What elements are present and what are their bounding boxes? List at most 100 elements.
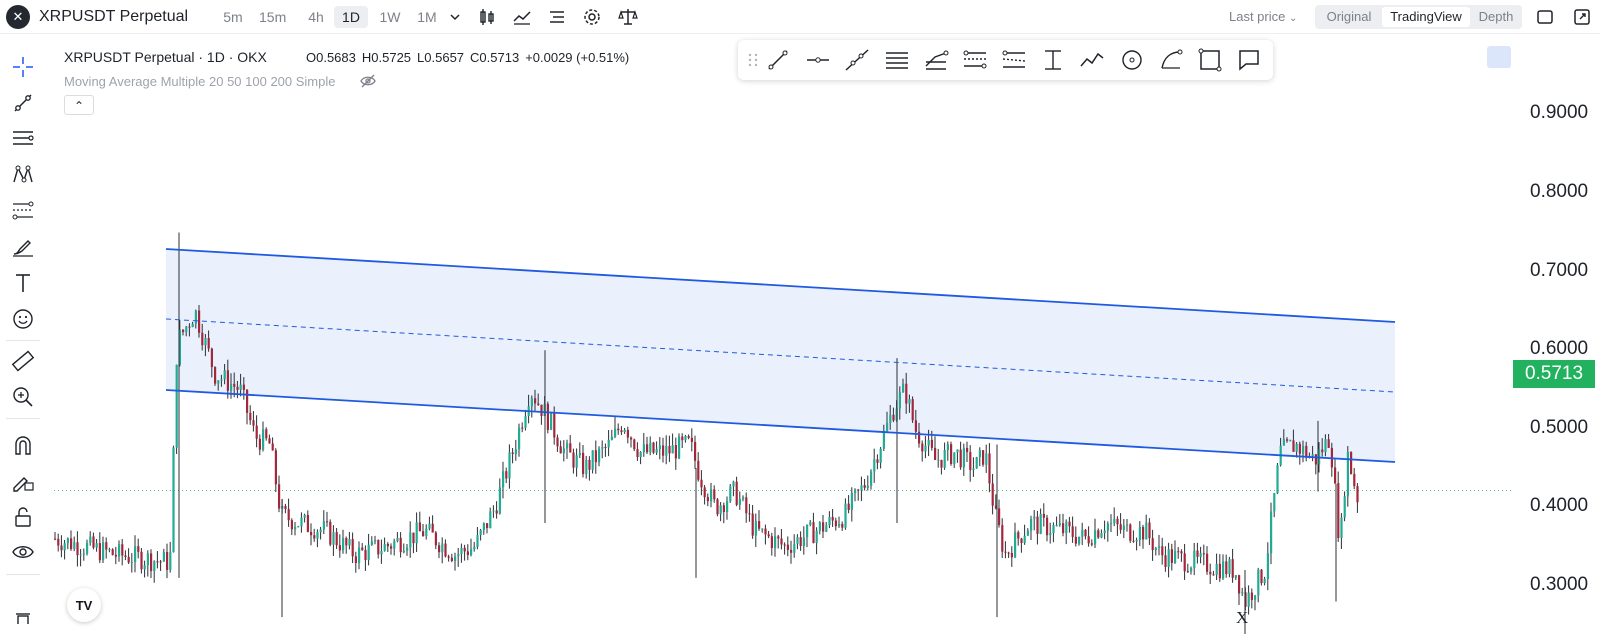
horizontal-lines-icon[interactable] — [10, 126, 36, 152]
candle-body — [1334, 467, 1337, 484]
hidden-eye-icon[interactable] — [359, 72, 377, 90]
candle-body — [767, 534, 770, 537]
extended-line-icon[interactable] — [844, 48, 870, 72]
candle-body — [1295, 443, 1298, 452]
candle-body — [380, 551, 383, 555]
candle-body — [284, 505, 287, 510]
circle-icon[interactable] — [1119, 48, 1145, 72]
chevron-down-icon[interactable] — [444, 6, 466, 28]
fullscreen-icon[interactable] — [1535, 7, 1555, 27]
text-icon[interactable] — [10, 270, 36, 296]
price-chart[interactable] — [54, 40, 1514, 634]
toolbar-divider — [6, 574, 40, 575]
popout-icon[interactable] — [1572, 7, 1592, 27]
indicators-icon[interactable] — [511, 6, 533, 28]
eye-icon[interactable] — [10, 540, 36, 566]
candles-icon[interactable] — [476, 6, 498, 28]
price-range-icon[interactable] — [1040, 48, 1066, 72]
candle-body — [194, 310, 197, 324]
view-tradingview[interactable]: TradingView — [1382, 7, 1470, 27]
candle-body — [902, 383, 905, 393]
candle-body — [927, 439, 930, 446]
channel-midline — [165, 318, 1396, 393]
last-price-badge: 0.5713 — [1513, 360, 1595, 388]
candle-body — [588, 459, 591, 470]
emoji-icon[interactable] — [10, 306, 36, 332]
candle-body — [1186, 571, 1189, 573]
regression-trend-icon[interactable] — [923, 48, 949, 72]
price-scale[interactable]: 0.9000 0.8000 0.7000 0.6000 0.5000 0.400… — [1514, 40, 1600, 634]
trendline-icon[interactable] — [10, 90, 36, 116]
horizontal-ray-icon[interactable] — [805, 48, 831, 72]
candle-body — [790, 549, 793, 553]
view-original[interactable]: Original — [1326, 9, 1372, 24]
flat-top-bottom-icon[interactable] — [962, 48, 988, 72]
compare-icon[interactable] — [617, 6, 639, 28]
sync-icon[interactable] — [1487, 46, 1511, 68]
symbol-title[interactable]: XRPUSDT Perpetual — [39, 8, 189, 25]
candle-body — [1081, 529, 1084, 537]
timeframe-1w[interactable]: 1W — [379, 9, 401, 25]
collapse-legend-button[interactable]: ⌃ — [64, 95, 94, 115]
disjoint-channel-icon[interactable] — [1001, 48, 1027, 72]
path-icon[interactable] — [1079, 48, 1105, 72]
candle-body — [1286, 439, 1289, 441]
candle-body — [252, 420, 255, 426]
candle-body — [1046, 517, 1049, 536]
candle-body — [569, 443, 572, 453]
candle-body — [662, 445, 665, 456]
timeframe-5m[interactable]: 5m — [223, 9, 243, 25]
arc-icon[interactable] — [1158, 48, 1184, 72]
candle-body — [415, 522, 418, 544]
candle-body — [1254, 595, 1257, 600]
drag-handle-icon[interactable] — [740, 48, 758, 72]
crosshair-icon[interactable] — [10, 54, 36, 80]
timeframe-4h[interactable]: 4h — [308, 9, 324, 25]
timeframe-15m[interactable]: 15m — [259, 9, 287, 25]
candle-body — [294, 526, 297, 530]
layout-icon[interactable] — [546, 6, 568, 28]
candle-body — [857, 489, 860, 491]
candle-body — [406, 547, 409, 551]
candle-body — [322, 521, 325, 530]
trash-icon[interactable] — [10, 608, 36, 624]
candle-body — [486, 523, 489, 529]
lock-drawing-icon[interactable] — [10, 468, 36, 494]
callout-icon[interactable] — [1236, 48, 1262, 72]
candle-body — [1100, 533, 1103, 538]
candle-body — [722, 505, 725, 513]
trend-line-icon[interactable] — [765, 48, 791, 72]
ruler-icon[interactable] — [10, 348, 36, 374]
candle-body — [962, 447, 965, 468]
candle-body — [1266, 553, 1269, 579]
timeframe-1m[interactable]: 1M — [417, 9, 437, 25]
zoom-in-icon[interactable] — [10, 384, 36, 410]
price-type-select[interactable]: Last price ⌄ — [1229, 9, 1297, 24]
candle-body — [735, 481, 738, 505]
candle-body — [585, 459, 588, 475]
unlock-icon[interactable] — [10, 504, 36, 530]
candle-body — [815, 530, 818, 544]
candle-body — [1353, 473, 1356, 487]
timeframe-1d[interactable]: 1D — [334, 6, 368, 28]
pattern-icon[interactable] — [10, 162, 36, 188]
brush-icon[interactable] — [10, 234, 36, 260]
drawing-tools-sidebar — [0, 40, 46, 634]
tradingview-logo[interactable]: TV — [67, 588, 101, 622]
candle-body — [866, 485, 869, 488]
candle-body — [1036, 516, 1039, 534]
candle-body — [396, 537, 399, 542]
settings-icon[interactable] — [581, 6, 603, 28]
indicator-label[interactable]: Moving Average Multiple 20 50 100 200 Si… — [64, 74, 336, 89]
candle-body — [1276, 465, 1279, 494]
magnet-icon[interactable] — [10, 432, 36, 458]
candle-body — [370, 541, 373, 545]
candle-body — [710, 489, 713, 502]
candle-body — [242, 384, 245, 390]
rectangle-icon[interactable] — [1197, 48, 1223, 72]
candle-body — [159, 561, 162, 563]
view-depth[interactable]: Depth — [1478, 9, 1514, 24]
candle-body — [950, 444, 953, 464]
fib-icon[interactable] — [10, 198, 36, 224]
parallel-channel-icon[interactable] — [884, 48, 910, 72]
